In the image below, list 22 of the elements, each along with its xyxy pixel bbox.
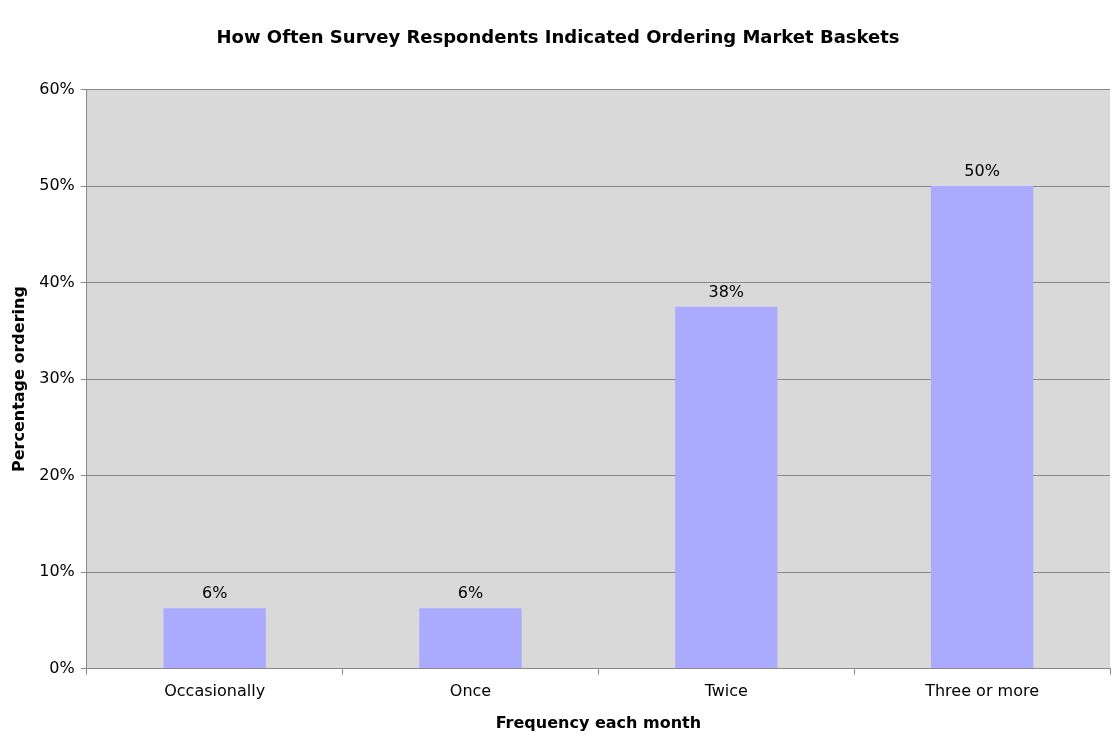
bar <box>419 608 522 669</box>
y-tick-label: 10% <box>39 561 75 581</box>
data-label: 38% <box>708 281 745 301</box>
data-label: 6% <box>457 583 484 603</box>
y-axis-title: Percentage ordering <box>8 286 28 473</box>
bar <box>930 186 1034 669</box>
y-tick-label: 0% <box>49 657 75 677</box>
x-tick-label: Three or more <box>924 681 1039 701</box>
y-tick-label: 60% <box>39 78 75 98</box>
y-tick-label: 40% <box>39 271 75 291</box>
y-tick-label: 50% <box>39 175 75 195</box>
y-tick-label: 20% <box>39 464 75 484</box>
x-tick-label: Once <box>449 681 492 701</box>
chart-title: How Often Survey Respondents Indicated Ordering Market Baskets <box>216 26 900 48</box>
bar <box>675 306 778 669</box>
x-tick-label: Twice <box>703 681 748 701</box>
x-axis-title: Frequency each month <box>495 712 702 732</box>
y-tick-label: 30% <box>39 368 75 388</box>
x-tick-label: Occasionally <box>164 681 266 701</box>
data-label: 50% <box>964 161 1000 181</box>
bar <box>163 608 266 669</box>
data-label: 6% <box>201 583 228 603</box>
